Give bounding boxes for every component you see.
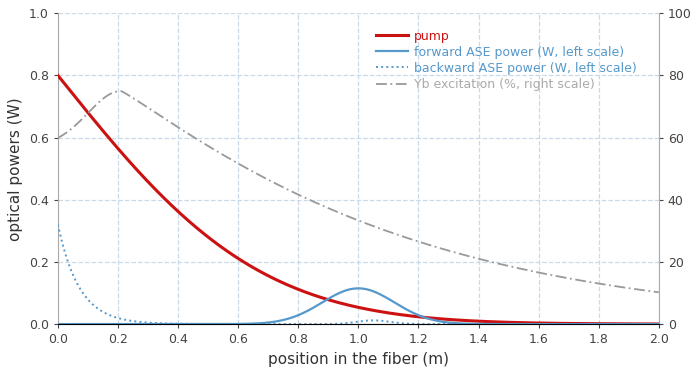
X-axis label: position in the fiber (m): position in the fiber (m) — [268, 352, 449, 367]
Y-axis label: optical powers (W): optical powers (W) — [8, 97, 23, 240]
Legend: pump, forward ASE power (W, left scale), backward ASE power (W, left scale), Yb : pump, forward ASE power (W, left scale),… — [372, 26, 640, 94]
